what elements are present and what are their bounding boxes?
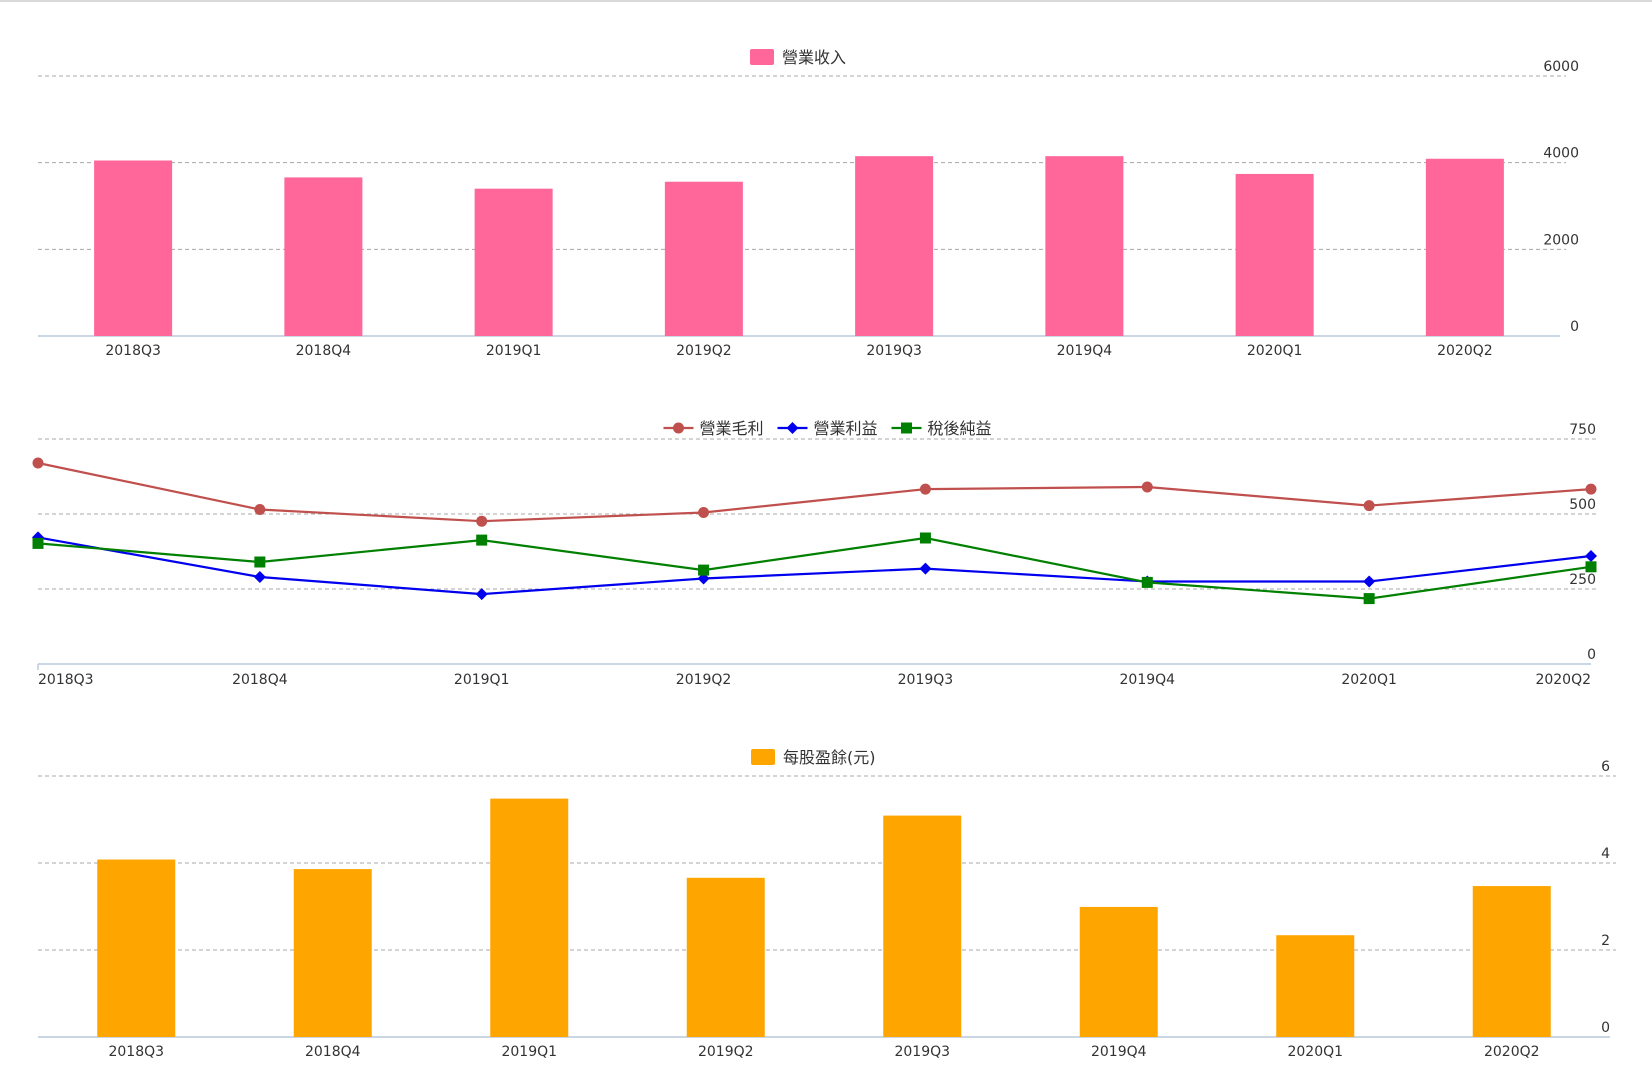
legend-marker [901, 422, 912, 434]
series-line [37, 536, 1592, 600]
data-point [1585, 483, 1597, 495]
y-tick-label: 6000 [1543, 59, 1579, 75]
bar [474, 188, 553, 336]
series-line [37, 461, 1592, 523]
data-point [254, 504, 266, 515]
data-point [1363, 575, 1376, 588]
x-tick-label: 2020Q2 [1437, 343, 1493, 359]
x-tick-label: 2019Q3 [898, 672, 954, 688]
data-point [919, 532, 931, 544]
bar [686, 877, 765, 1037]
y-tick-label: 4 [1601, 846, 1610, 862]
data-point [32, 537, 44, 549]
x-tick-label: 2019Q1 [486, 343, 542, 359]
x-tick-label: 2018Q4 [232, 672, 288, 688]
data-point [475, 588, 488, 601]
data-point [476, 515, 488, 527]
x-tick-label: 2019Q3 [866, 343, 922, 359]
revenue-bar-chart: 0 2000 4000 6000 2018Q3 2018Q4 2019Q1 2019Q2 201… [38, 48, 1579, 359]
data-point [919, 483, 931, 495]
profit-line-chart: 0 250 500 750 2018Q3 2018Q4 2019Q1 2019Q2 2019Q3… [32, 419, 1597, 688]
x-tick-label: 2019Q2 [676, 672, 732, 688]
legend-label: 每股盈餘(元) [783, 748, 876, 767]
x-tick-label: 2019Q4 [1057, 343, 1113, 359]
bar [855, 156, 934, 336]
x-tick-label: 2020Q2 [1484, 1044, 1540, 1060]
bar [490, 798, 569, 1037]
x-tick-label: 2019Q2 [698, 1044, 754, 1060]
x-tick-label: 2018Q4 [296, 343, 352, 359]
y-tick-label: 750 [1569, 422, 1596, 438]
bar [293, 869, 372, 1037]
x-tick-label: 2019Q1 [501, 1044, 557, 1060]
legend-label: 營業利益 [814, 419, 878, 438]
y-tick-label: 4000 [1543, 146, 1579, 162]
data-point [32, 457, 44, 469]
x-tick-label: 2019Q3 [894, 1044, 950, 1060]
data-point [1363, 593, 1375, 605]
bar [1276, 935, 1355, 1037]
bar [1235, 173, 1314, 336]
legend-label: 營業毛利 [700, 419, 764, 438]
data-point [1141, 576, 1153, 588]
x-tick-label: 2019Q4 [1120, 672, 1176, 688]
eps-bar-chart: 0 2 4 6 2018Q3 2018Q4 2019Q1 2019Q2 2019Q3 2019Q4… [38, 748, 1616, 1060]
legend-marker [673, 422, 684, 434]
bar [284, 177, 363, 336]
legend-label: 營業收入 [782, 48, 846, 67]
x-tick-label: 2019Q2 [676, 343, 732, 359]
x-tick-label: 2018Q3 [105, 343, 161, 359]
data-point [254, 556, 266, 568]
y-tick-label: 2000 [1543, 232, 1579, 248]
data-point [476, 534, 488, 546]
legend-swatch [750, 49, 774, 65]
legend: 每股盈餘(元) [751, 748, 876, 767]
series-line [37, 536, 1592, 596]
data-point [1141, 481, 1153, 493]
data-point [253, 571, 266, 583]
x-tick-label: 2020Q1 [1287, 1044, 1343, 1060]
bar [1045, 156, 1124, 336]
y-tick-label: 500 [1569, 497, 1596, 513]
data-point [1585, 561, 1597, 573]
legend: 營業收入 [750, 48, 846, 67]
x-tick-label: 2019Q4 [1091, 1044, 1147, 1060]
x-tick-label: 2020Q1 [1341, 672, 1397, 688]
x-tick-label: 2020Q2 [1535, 672, 1591, 688]
x-tick-label: 2018Q3 [38, 672, 94, 688]
legend-label: 稅後純益 [928, 419, 992, 438]
bar [664, 181, 743, 336]
y-tick-label: 2 [1601, 933, 1610, 949]
x-tick-label: 2020Q1 [1247, 343, 1303, 359]
data-point [1585, 550, 1597, 562]
bar [1472, 886, 1551, 1037]
bar [883, 815, 962, 1037]
data-point [698, 507, 710, 518]
x-tick-label: 2019Q1 [454, 672, 510, 688]
legend-swatch [751, 749, 775, 765]
data-point [919, 562, 932, 575]
x-tick-label: 2018Q3 [108, 1044, 164, 1060]
data-point [698, 564, 710, 576]
y-tick-label: 0 [1587, 647, 1596, 663]
y-tick-label: 6 [1601, 759, 1610, 775]
x-tick-label: 2018Q4 [305, 1044, 361, 1060]
bar [94, 160, 173, 336]
y-tick-label: 0 [1601, 1020, 1610, 1036]
data-point [1363, 500, 1375, 512]
legend: 營業毛利 營業利益 稅後純益 [663, 419, 992, 438]
legend-marker [786, 422, 799, 434]
bar [1079, 906, 1158, 1037]
y-tick-label: 250 [1569, 572, 1596, 588]
top-border [0, 0, 1652, 2]
y-tick-label: 0 [1570, 319, 1579, 335]
bar [1425, 158, 1504, 336]
bar [97, 859, 176, 1037]
